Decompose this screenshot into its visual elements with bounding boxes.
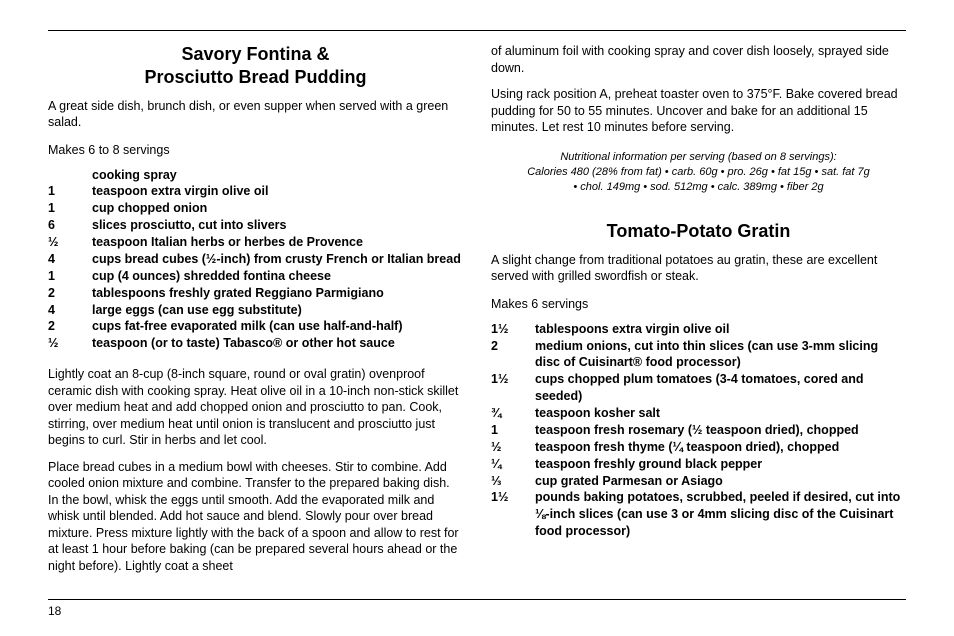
ingredient-qty: ⅓ bbox=[491, 473, 535, 490]
ingredients-list-right: 1½tablespoons extra virgin olive oil2med… bbox=[491, 321, 906, 540]
title-line-1: Savory Fontina & bbox=[181, 44, 329, 64]
recipe-title-right: Tomato-Potato Gratin bbox=[491, 220, 906, 243]
ingredient-qty: 1 bbox=[48, 183, 92, 200]
ingredient-qty: 6 bbox=[48, 217, 92, 234]
nutrition-line-1: Nutritional information per serving (bas… bbox=[491, 150, 906, 165]
ingredient-row: 6slices prosciutto, cut into slivers bbox=[48, 217, 463, 234]
ingredient-row: 1½tablespoons extra virgin olive oil bbox=[491, 321, 906, 338]
ingredient-row: ⅓cup grated Parmesan or Asiago bbox=[491, 473, 906, 490]
servings-right: Makes 6 servings bbox=[491, 297, 906, 311]
ingredient-text: teaspoon extra virgin olive oil bbox=[92, 183, 463, 200]
ingredient-text: cooking spray bbox=[92, 167, 463, 184]
page-number: 18 bbox=[48, 604, 61, 618]
ingredient-row: 1teaspoon fresh rosemary (½ teaspoon dri… bbox=[491, 422, 906, 439]
ingredient-row: 1cup (4 ounces) shredded fontina cheese bbox=[48, 268, 463, 285]
ingredient-text: cups bread cubes (½-inch) from crusty Fr… bbox=[92, 251, 463, 268]
ingredient-qty bbox=[48, 167, 92, 184]
servings-left: Makes 6 to 8 servings bbox=[48, 143, 463, 157]
ingredient-text: slices prosciutto, cut into slivers bbox=[92, 217, 463, 234]
continuation-1: of aluminum foil with cooking spray and … bbox=[491, 43, 906, 76]
nutrition-line-3: • chol. 149mg • sod. 512mg • calc. 389mg… bbox=[491, 180, 906, 195]
ingredient-qty: ½ bbox=[491, 439, 535, 456]
ingredient-row: 1teaspoon extra virgin olive oil bbox=[48, 183, 463, 200]
ingredient-text: pounds baking potatoes, scrubbed, peeled… bbox=[535, 489, 906, 540]
ingredient-text: teaspoon Italian herbs or herbes de Prov… bbox=[92, 234, 463, 251]
ingredient-row: 4large eggs (can use egg substitute) bbox=[48, 302, 463, 319]
ingredient-qty: ½ bbox=[48, 335, 92, 352]
step-1-left: Lightly coat an 8-cup (8-inch square, ro… bbox=[48, 366, 463, 449]
ingredient-row: 1cup chopped onion bbox=[48, 200, 463, 217]
continuation-2: Using rack position A, preheat toaster o… bbox=[491, 86, 906, 136]
ingredient-text: cup (4 ounces) shredded fontina cheese bbox=[92, 268, 463, 285]
ingredient-qty: 1½ bbox=[491, 371, 535, 405]
ingredient-qty: 2 bbox=[48, 318, 92, 335]
ingredient-row: 2cups fat-free evaporated milk (can use … bbox=[48, 318, 463, 335]
ingredient-row: cooking spray bbox=[48, 167, 463, 184]
ingredient-text: teaspoon (or to taste) Tabasco® or other… bbox=[92, 335, 463, 352]
nutrition-line-2: Calories 480 (28% from fat) • carb. 60g … bbox=[491, 165, 906, 180]
ingredient-row: 1½pounds baking potatoes, scrubbed, peel… bbox=[491, 489, 906, 540]
ingredient-text: teaspoon fresh thyme (¼ teaspoon dried),… bbox=[535, 439, 906, 456]
recipe-title-left: Savory Fontina & Prosciutto Bread Puddin… bbox=[48, 43, 463, 88]
ingredient-row: ¾teaspoon kosher salt bbox=[491, 405, 906, 422]
ingredient-row: ¼teaspoon freshly ground black pepper bbox=[491, 456, 906, 473]
page-footer: 18 bbox=[48, 599, 906, 618]
ingredient-qty: ¾ bbox=[491, 405, 535, 422]
ingredient-qty: 1½ bbox=[491, 321, 535, 338]
recipe-description-right: A slight change from traditional potatoe… bbox=[491, 252, 906, 285]
ingredient-text: cup chopped onion bbox=[92, 200, 463, 217]
two-column-layout: Savory Fontina & Prosciutto Bread Puddin… bbox=[48, 43, 906, 591]
left-column: Savory Fontina & Prosciutto Bread Puddin… bbox=[48, 43, 463, 591]
step-2-left: Place bread cubes in a medium bowl with … bbox=[48, 459, 463, 575]
ingredient-text: teaspoon fresh rosemary (½ teaspoon drie… bbox=[535, 422, 906, 439]
ingredient-qty: 2 bbox=[491, 338, 535, 372]
ingredient-row: ½teaspoon Italian herbs or herbes de Pro… bbox=[48, 234, 463, 251]
ingredient-qty: ¼ bbox=[491, 456, 535, 473]
ingredient-text: tablespoons extra virgin olive oil bbox=[535, 321, 906, 338]
ingredient-qty: 4 bbox=[48, 302, 92, 319]
ingredient-text: teaspoon freshly ground black pepper bbox=[535, 456, 906, 473]
ingredient-qty: ½ bbox=[48, 234, 92, 251]
ingredient-text: cup grated Parmesan or Asiago bbox=[535, 473, 906, 490]
title-line-2: Prosciutto Bread Pudding bbox=[144, 67, 366, 87]
ingredient-row: 1½cups chopped plum tomatoes (3-4 tomato… bbox=[491, 371, 906, 405]
recipe-description-left: A great side dish, brunch dish, or even … bbox=[48, 98, 463, 131]
ingredient-row: ½teaspoon (or to taste) Tabasco® or othe… bbox=[48, 335, 463, 352]
ingredient-qty: 2 bbox=[48, 285, 92, 302]
ingredients-list-left: cooking spray1teaspoon extra virgin oliv… bbox=[48, 167, 463, 353]
ingredient-text: medium onions, cut into thin slices (can… bbox=[535, 338, 906, 372]
ingredient-text: teaspoon kosher salt bbox=[535, 405, 906, 422]
ingredient-qty: 1½ bbox=[491, 489, 535, 540]
ingredient-text: cups chopped plum tomatoes (3-4 tomatoes… bbox=[535, 371, 906, 405]
ingredient-row: 2tablespoons freshly grated Reggiano Par… bbox=[48, 285, 463, 302]
nutrition-info: Nutritional information per serving (bas… bbox=[491, 150, 906, 196]
ingredient-qty: 1 bbox=[48, 268, 92, 285]
top-rule bbox=[48, 30, 906, 31]
ingredient-text: tablespoons freshly grated Reggiano Parm… bbox=[92, 285, 463, 302]
ingredient-text: cups fat-free evaporated milk (can use h… bbox=[92, 318, 463, 335]
ingredient-row: 4cups bread cubes (½-inch) from crusty F… bbox=[48, 251, 463, 268]
ingredient-row: ½teaspoon fresh thyme (¼ teaspoon dried)… bbox=[491, 439, 906, 456]
right-column: of aluminum foil with cooking spray and … bbox=[491, 43, 906, 591]
ingredient-qty: 4 bbox=[48, 251, 92, 268]
ingredient-row: 2medium onions, cut into thin slices (ca… bbox=[491, 338, 906, 372]
ingredient-qty: 1 bbox=[491, 422, 535, 439]
ingredient-qty: 1 bbox=[48, 200, 92, 217]
ingredient-text: large eggs (can use egg substitute) bbox=[92, 302, 463, 319]
